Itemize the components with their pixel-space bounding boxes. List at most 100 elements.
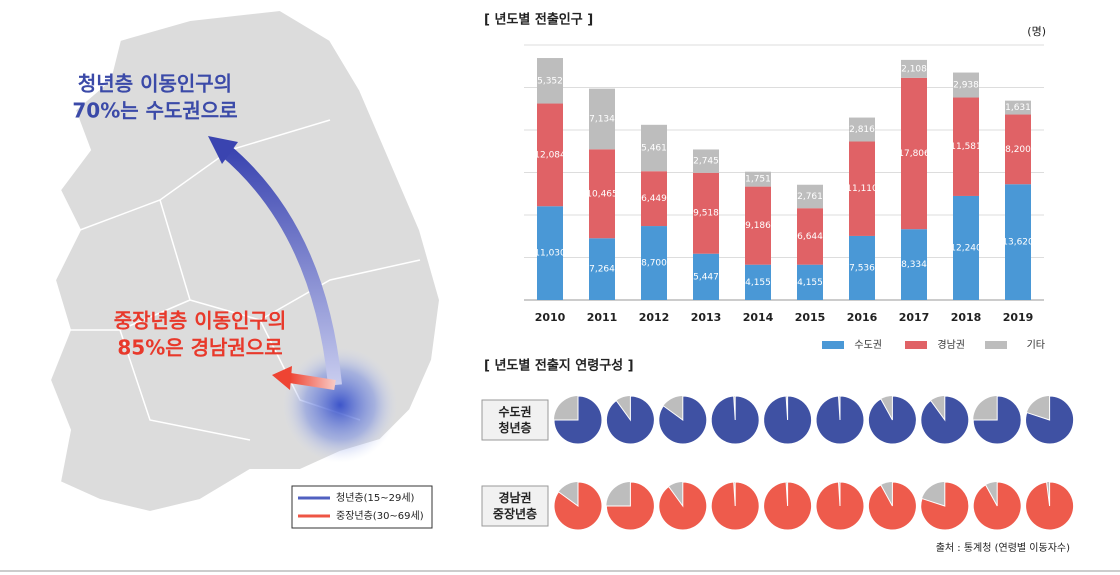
bar-segment [537, 58, 563, 104]
origin-glow [282, 347, 398, 463]
middle-text: 85%은 경남권으로 [117, 336, 282, 360]
x-tick-label: 2019 [1003, 311, 1034, 324]
legend-label: 기타 [1027, 339, 1045, 351]
value-label: 6,644 [797, 232, 823, 242]
x-tick-label: 2015 [795, 311, 826, 324]
bar-segment [1005, 114, 1031, 185]
bar-segment [589, 149, 615, 239]
youth-arrow [220, 144, 342, 386]
bar-segment [589, 238, 615, 300]
x-tick-label: 2012 [639, 311, 670, 324]
value-label: 9,518 [693, 209, 719, 219]
legend-label: 경남권 [937, 338, 965, 351]
legend-label: 수도권 [854, 339, 882, 351]
x-tick-label: 2017 [899, 311, 930, 324]
map-legend-box [291, 485, 433, 529]
middle-text: 중장년층 이동인구의 [114, 309, 287, 333]
bar-segment [953, 97, 979, 196]
bar-segment [745, 264, 771, 300]
value-label: 6,449 [641, 194, 667, 204]
map-legend-label: 청년층(15~29세) [336, 492, 415, 504]
legend-swatch [905, 341, 927, 349]
value-label: 17,806 [898, 149, 930, 159]
value-label: 7,264 [589, 265, 615, 275]
row-label-box [481, 485, 549, 527]
x-tick-label: 2011 [587, 311, 618, 324]
youth-text: 청년층 이동인구의 [78, 72, 232, 96]
value-label: 9,186 [745, 221, 771, 231]
bar-segment [901, 77, 927, 230]
pie-slice [710, 395, 760, 445]
map-legend-label: 중장년층(30~69세) [336, 510, 424, 522]
legend-swatch [985, 341, 1007, 349]
value-label: 8,700 [641, 259, 667, 269]
bar-segment [641, 171, 667, 227]
bar-segment [953, 72, 979, 98]
x-tick-label: 2018 [951, 311, 982, 324]
value-label: 2,745 [693, 157, 719, 167]
value-label: 5,461 [641, 144, 667, 154]
row-label: 경남권 중장년층 [493, 490, 537, 521]
bar-segment [953, 195, 979, 300]
pie-slice [815, 395, 865, 445]
bar-segment [849, 235, 875, 300]
value-label: 10,465 [586, 189, 618, 199]
bar-segment [901, 59, 927, 78]
value-label: 2,816 [849, 125, 875, 135]
bar-segment [797, 264, 823, 300]
pie-slice [867, 481, 917, 531]
pie-slice [605, 395, 655, 445]
x-tick-label: 2016 [847, 311, 878, 324]
bar-segment [745, 186, 771, 265]
pie-slice [658, 481, 708, 531]
bar-segment [901, 229, 927, 300]
value-label: 8,200 [1005, 145, 1031, 155]
bar-segment [641, 124, 667, 172]
middle-arrowhead [272, 366, 292, 390]
pie-slice [972, 481, 1022, 531]
pie-slice [553, 395, 603, 445]
value-label: 1,631 [1005, 103, 1031, 113]
pie-slice [1025, 395, 1075, 445]
value-label: 4,155 [797, 278, 823, 288]
pie-slice [553, 481, 603, 531]
bar-segment [589, 88, 615, 150]
bar-segment [537, 103, 563, 207]
chart-title: [ 년도별 전출지 연령구성 ] [484, 358, 634, 374]
value-label: 11,030 [534, 249, 566, 259]
pie-slice [867, 395, 917, 445]
x-tick-label: 2013 [691, 311, 722, 324]
bar-segment [693, 253, 719, 300]
value-label: 1,751 [745, 175, 771, 185]
value-label: 7,134 [589, 114, 615, 124]
pie-slice [920, 395, 970, 445]
bar-segment [641, 226, 667, 300]
unit-label: (명) [1027, 25, 1046, 38]
pie-slice [763, 481, 813, 531]
region-borders [55, 119, 421, 441]
value-label: 11,110 [846, 184, 878, 194]
bar-segment [797, 208, 823, 265]
value-label: 2,108 [901, 64, 927, 74]
source-note: 출처 : 통계청 (연령별 이동자수) [936, 542, 1070, 554]
value-label: 11,581 [950, 142, 982, 152]
value-label: 2,938 [953, 81, 979, 91]
bar-segment [693, 172, 719, 254]
value-label: 7,536 [849, 263, 875, 273]
value-label: 5,352 [537, 76, 563, 86]
row-label: 수도권 청년층 [498, 405, 531, 435]
value-label: 8,334 [901, 260, 927, 270]
bar-segment [745, 171, 771, 187]
value-label: 5,447 [693, 272, 719, 282]
pie-slice [605, 481, 655, 531]
bar-segment [849, 117, 875, 142]
youth-text: 70%는 수도권으로 [72, 99, 237, 123]
value-label: 13,620 [1002, 238, 1034, 248]
chart-title: [ 년도별 전출인구 ] [484, 12, 593, 28]
legend-swatch [822, 341, 844, 349]
value-label: 2,761 [797, 192, 823, 202]
pie-slice [658, 395, 708, 445]
bar-segment [1005, 184, 1031, 300]
